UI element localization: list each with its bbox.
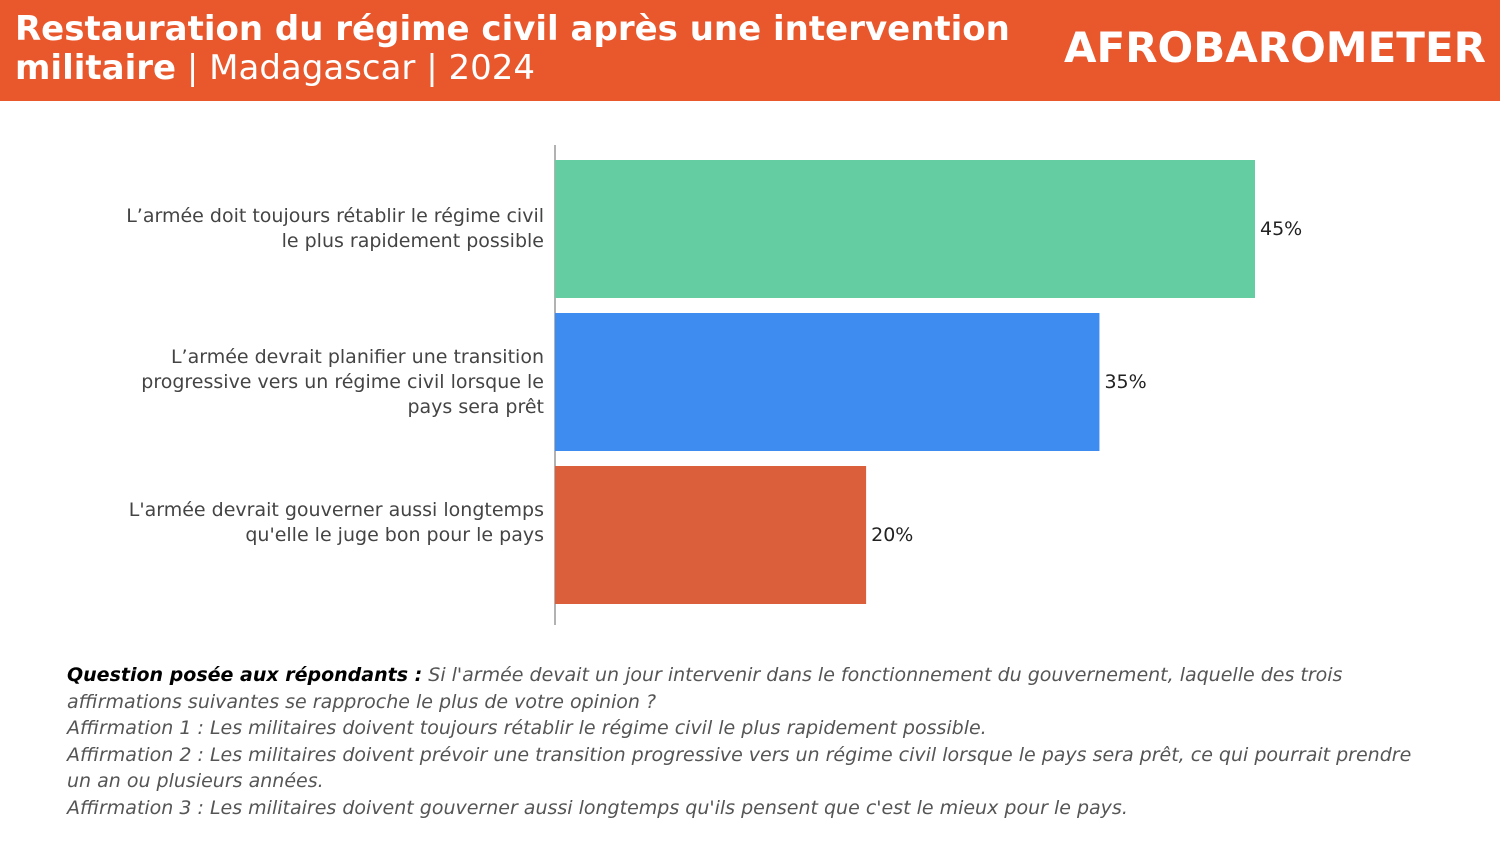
- data-label-1: 45%: [1260, 218, 1302, 240]
- category-label-3: L'armée devrait gouverner aussi longtemp…: [128, 499, 544, 546]
- statement-3: Affirmation 3 : Les militaires doivent g…: [67, 796, 1128, 819]
- header-banner: Restauration du régime civil après une i…: [0, 0, 1500, 101]
- country: Madagascar: [209, 48, 416, 88]
- bar-2: [555, 313, 1100, 451]
- bar-chart: 45% 35% 20%: [554, 145, 1302, 625]
- question-note: Question posée aux répondants : Si l'arm…: [67, 662, 1437, 821]
- chart-title: Restauration du régime civil après une i…: [15, 9, 1010, 88]
- statement-1: Affirmation 1 : Les militaires doivent t…: [67, 717, 987, 739]
- bar-3: [555, 466, 867, 604]
- category-label-1: L’armée doit toujours rétablir le régime…: [126, 205, 544, 252]
- data-label-3: 20%: [871, 524, 913, 546]
- data-label-2: 35%: [1104, 371, 1146, 393]
- year: 2024: [448, 48, 535, 88]
- category-label-2: L’armée devrait planifier une transition…: [141, 346, 544, 418]
- afrobarometer-logo: AFROBAROMETER: [1064, 23, 1486, 72]
- bar-1: [555, 160, 1255, 298]
- statement-2: Affirmation 2 : Les militaires doivent p…: [67, 743, 1412, 793]
